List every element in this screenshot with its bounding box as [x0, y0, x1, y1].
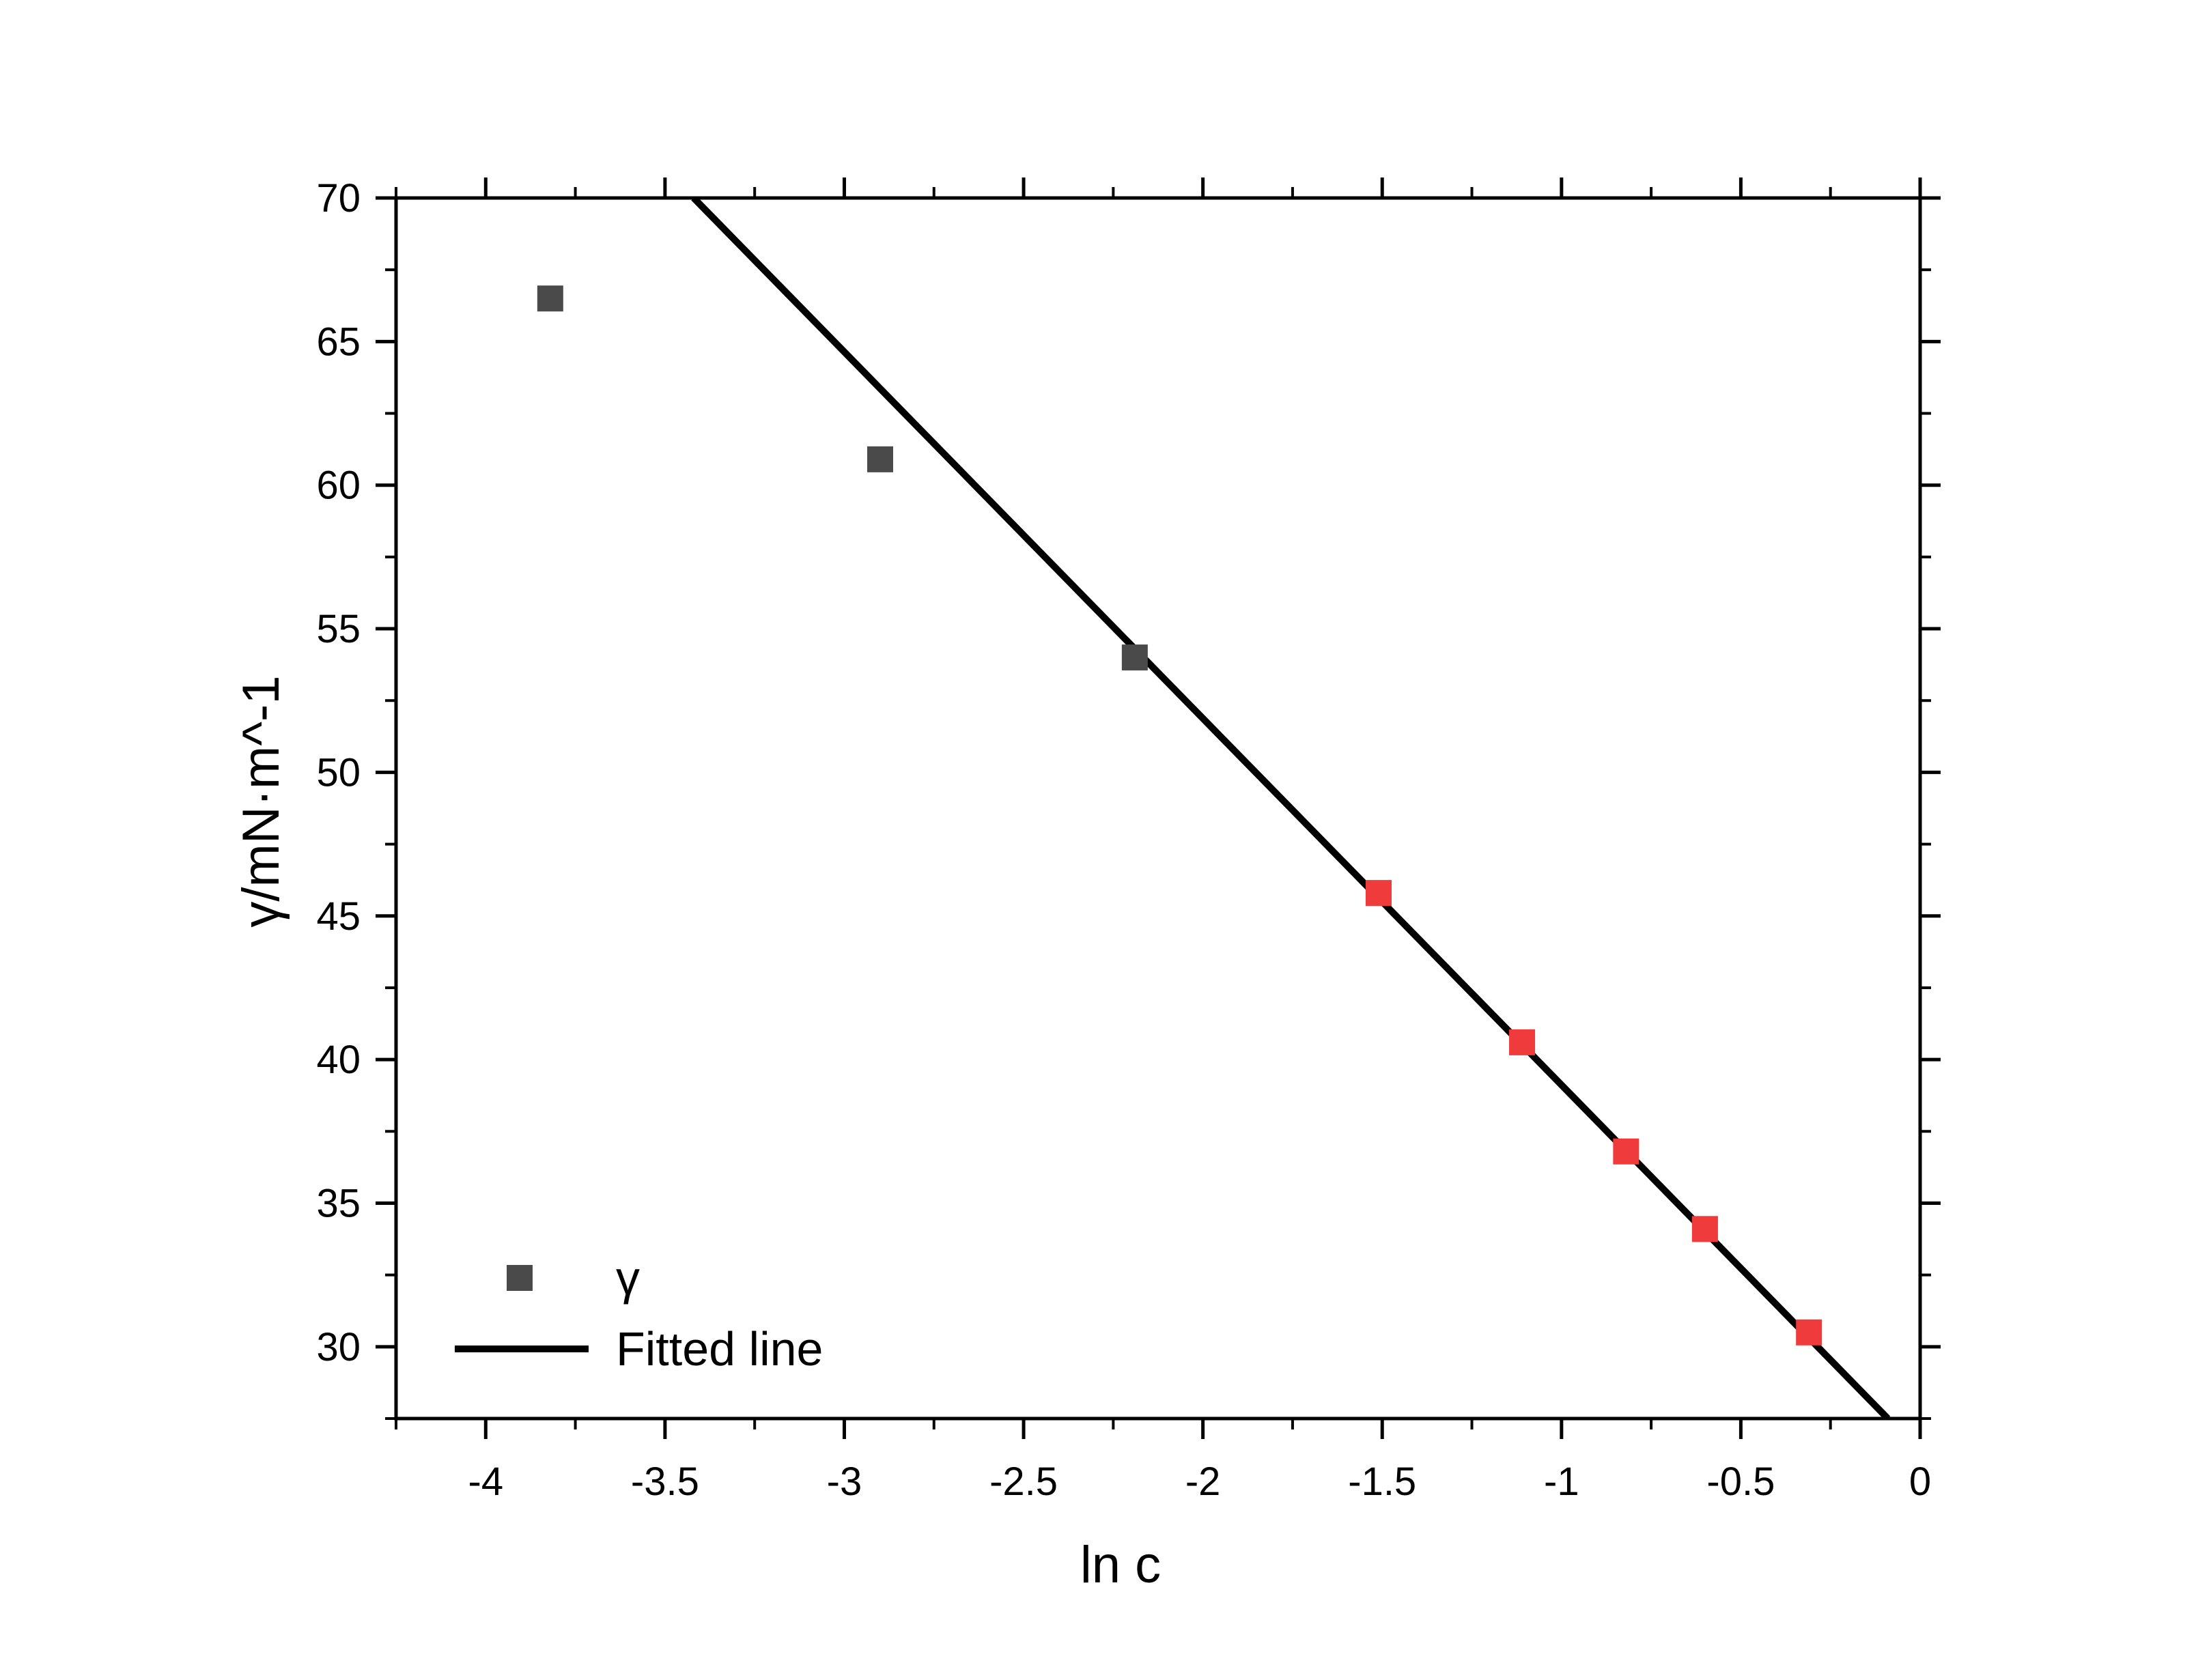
plot-area [376, 177, 1941, 1439]
data-point [1365, 880, 1392, 907]
data-point [1796, 1319, 1822, 1346]
x-tick-label: -3.5 [631, 1460, 699, 1504]
x-tick-label: -4 [468, 1460, 504, 1504]
tick-labels: -4 -3.5 -3 -2.5 -2 -1.5 -1 -0.5 0 30 35 40 45 50 55 60 6… [316, 176, 1931, 1504]
x-tick-label: -1.5 [1348, 1460, 1416, 1504]
y-tick-label: 50 [316, 750, 361, 795]
legend-label: γ [616, 1251, 640, 1305]
x-tick-label: -3 [827, 1460, 862, 1504]
data-point [1121, 644, 1148, 671]
x-tick-label: -2 [1185, 1460, 1221, 1504]
x-tick-label: -0.5 [1706, 1460, 1775, 1504]
y-tick-label: 35 [316, 1181, 361, 1225]
ticks-layer [376, 177, 1941, 1439]
data-point [1509, 1029, 1536, 1055]
y-tick-label: 70 [316, 176, 361, 220]
y-tick-label: 60 [316, 464, 361, 508]
fitted-line [691, 198, 1891, 1419]
plot-frame [394, 196, 1922, 1421]
y-tick-label: 30 [316, 1325, 361, 1369]
y-tick-label: 65 [316, 319, 361, 364]
y-tick-label: 40 [316, 1038, 361, 1082]
data-point [1613, 1138, 1639, 1165]
legend: γ Fitted line [455, 1251, 823, 1376]
data-point [867, 446, 893, 472]
x-tick-label: -2.5 [989, 1460, 1058, 1504]
y-axis-title: γ/mN·m^-1 [232, 675, 290, 927]
legend-marker [507, 1265, 533, 1291]
data-point [537, 285, 563, 312]
x-tick-label: 0 [1909, 1460, 1931, 1504]
data-point [1691, 1216, 1718, 1242]
series-layer [537, 198, 1891, 1419]
legend-label: Fitted line [616, 1322, 823, 1376]
x-tick-label: -1 [1544, 1460, 1579, 1504]
y-tick-label: 55 [316, 607, 361, 651]
x-axis-title: ln c [1080, 1536, 1161, 1594]
y-tick-label: 45 [316, 894, 361, 939]
